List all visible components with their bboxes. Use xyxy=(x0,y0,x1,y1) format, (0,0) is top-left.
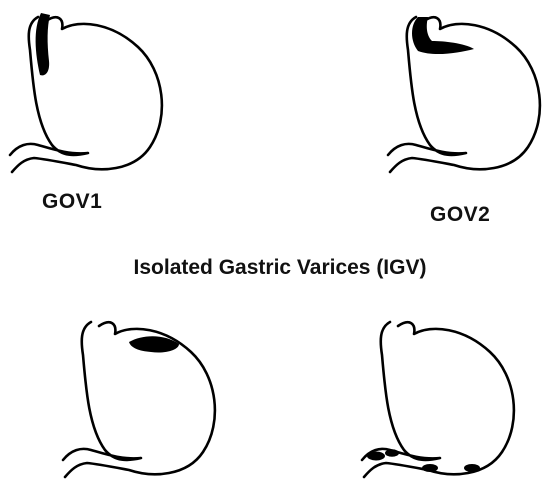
section-heading-igv: Isolated Gastric Varices (IGV) xyxy=(133,256,427,279)
varix-gov2 xyxy=(412,17,474,55)
label-gov1: GOV1 xyxy=(42,190,103,213)
varix-igv2-pylorus-2 xyxy=(385,449,399,457)
varix-igv1 xyxy=(129,336,179,353)
stomach-gov2 xyxy=(386,15,542,174)
varix-gov1 xyxy=(35,13,50,76)
stomach-igv1 xyxy=(61,320,217,479)
stomach-gov1 xyxy=(8,13,164,174)
label-gov2: GOV2 xyxy=(430,203,491,226)
varix-igv2-antrum xyxy=(422,464,438,472)
varix-igv2-pylorus xyxy=(367,451,385,461)
varix-igv2-body xyxy=(464,464,480,472)
stomach-igv2 xyxy=(360,320,516,479)
